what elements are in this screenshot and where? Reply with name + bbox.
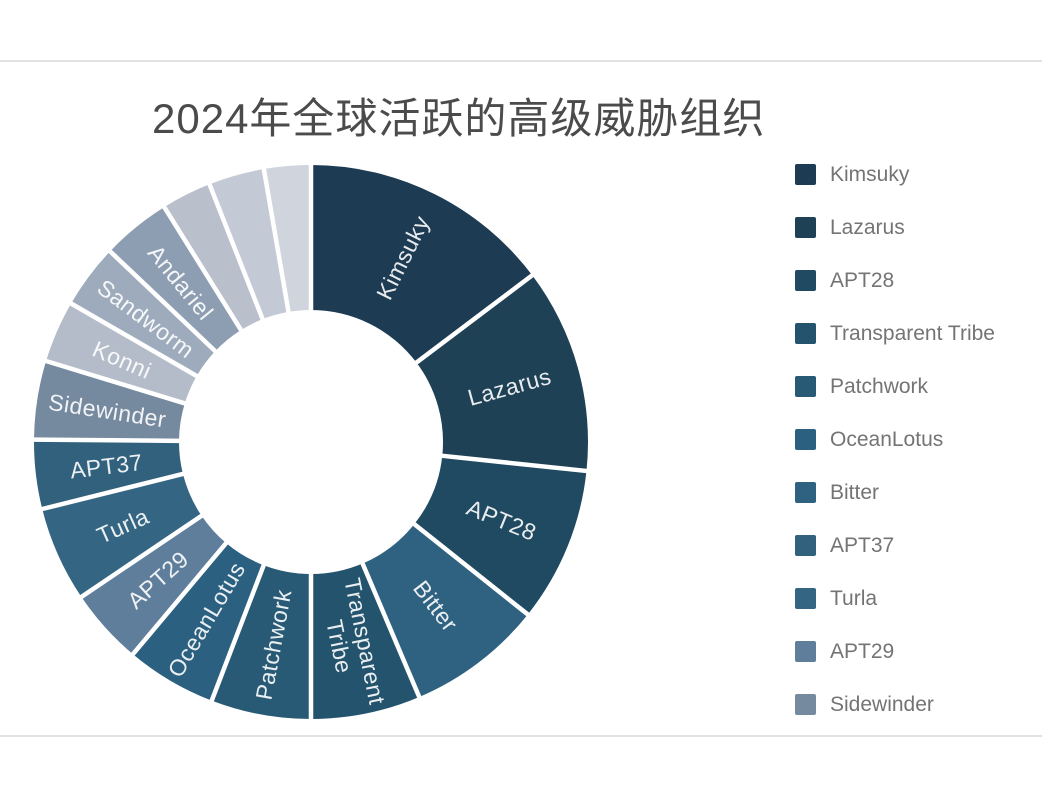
legend-swatch [795,641,816,662]
slice-separator [40,471,185,512]
legend-item-lazarus[interactable]: Lazarus [795,215,995,239]
slice-separator [79,513,204,600]
donut-slice-bitter[interactable] [362,524,528,697]
legend-swatch [795,323,816,344]
donut-slice-patchwork[interactable] [211,565,311,719]
slice-separator [161,205,244,333]
legend-item-transparent-tribe[interactable]: Transparent Tribe [795,321,995,345]
legend-swatch [795,164,816,185]
legend-label: APT29 [830,639,895,663]
slice-separator [412,521,530,617]
legend-swatch [795,217,816,238]
donut-slice-sidewinder[interactable] [34,361,185,441]
slice-separator [69,301,199,379]
donut-slice-oceanlotus[interactable] [132,543,264,701]
legend-item-apt28[interactable]: APT28 [795,268,995,292]
donut-slice-apt28[interactable] [414,455,587,615]
donut-slice-konni[interactable] [46,303,197,404]
slice-separator [32,437,181,444]
donut-slice-kimsuky[interactable] [311,165,533,363]
slice-separator [441,453,588,474]
legend-item-oceanlotus[interactable]: OceanLotus [795,427,995,451]
legend-label: OceanLotus [830,427,944,451]
donut-slice-apt29[interactable] [81,515,227,655]
legend-label: Kimsuky [830,162,910,186]
legend-item-apt29[interactable]: APT29 [795,639,995,663]
legend-label: Patchwork [830,374,929,398]
legend-swatch [795,429,816,450]
slice-separator [207,182,266,321]
donut-slice-transparent-tribe[interactable] [311,563,420,719]
slice-separator [130,540,229,657]
legend-swatch [795,588,816,609]
legend-label: APT37 [830,533,895,557]
legend-item-kimsuky[interactable]: Kimsuky [795,162,995,186]
donut-slice-turla[interactable] [42,473,202,597]
legend-swatch [795,376,816,397]
donut-slice-sandworm[interactable] [71,251,216,376]
legend-label: Bitter [830,480,880,504]
slice-separator [414,272,535,365]
slice-separator [209,563,267,703]
legend-swatch [795,270,816,291]
legend-item-patchwork[interactable]: Patchwork [795,374,995,398]
legend-swatch [795,694,816,715]
legend-label: Turla [830,586,878,610]
bottom-divider [0,735,1042,737]
legend-item-apt37[interactable]: APT37 [795,533,995,557]
donut-slice-andariel[interactable] [110,207,242,352]
top-divider [0,60,1042,62]
legend: Kimsuky Lazarus APT28 Transparent Tribe Patc… [795,162,995,747]
legend-item-bitter[interactable]: Bitter [795,480,995,504]
legend-label: Transparent Tribe [830,321,995,345]
donut-slice-lazarus[interactable] [416,275,588,471]
slice-separator [44,358,187,406]
donut-slice-apt37[interactable] [33,439,183,510]
slice-separator [107,249,218,354]
donut-slice-unlabeled-17[interactable] [263,165,311,312]
legend-label: APT28 [830,268,895,292]
legend-swatch [795,482,816,503]
legend-item-sidewinder[interactable]: Sidewinder [795,692,995,716]
legend-item-turla[interactable]: Turla [795,586,995,610]
legend-label: Lazarus [830,215,905,239]
slice-separator [261,167,291,314]
donut-slice-unlabeled-15[interactable] [164,184,263,331]
chart-title: 2024年全球活跃的高级威胁组织 [152,95,766,142]
slice-separator [360,561,422,699]
legend-label: Sidewinder [830,692,934,716]
legend-swatch [795,535,816,556]
